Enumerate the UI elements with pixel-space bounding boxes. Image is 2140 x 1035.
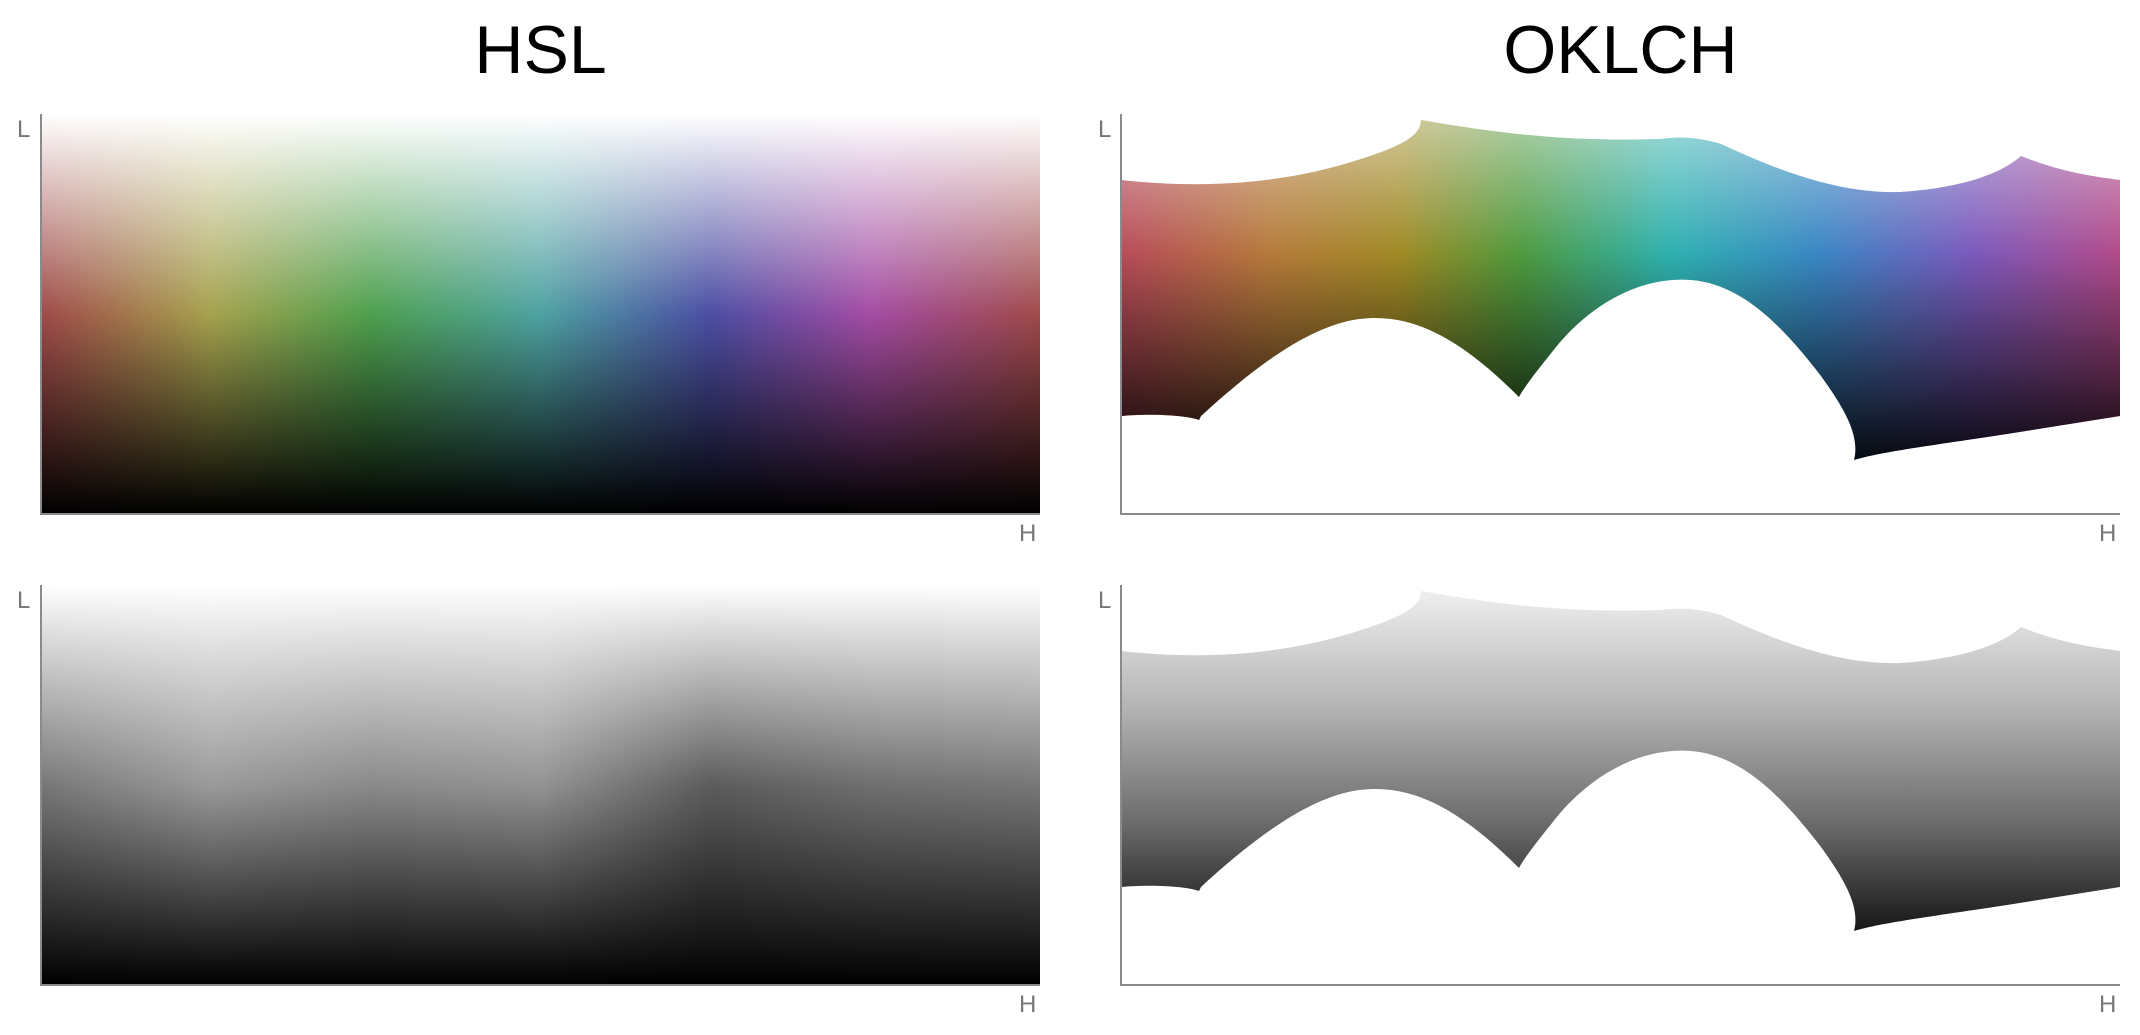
oklch-gray-h-label: H: [2099, 991, 2117, 1018]
hsl-color-gradient: [41, 114, 1040, 514]
hsl-color-l-label: L: [17, 116, 31, 143]
hsl-color-h-label: H: [1019, 520, 1037, 547]
oklch-gray-y-axis: [1120, 585, 1122, 986]
hsl-color-y-axis: [40, 114, 42, 515]
hsl-gray-h-label: H: [1019, 991, 1037, 1018]
hsl-gray-l-label: L: [17, 587, 31, 614]
oklch-color-gamut: [1121, 120, 2120, 460]
oklch-color-l-label: L: [1098, 116, 1112, 143]
oklch-color-y-axis: [1120, 114, 1122, 515]
hsl-color-x-axis: [40, 513, 1040, 515]
oklch-title: OKLCH: [1503, 12, 1738, 88]
hsl-gray-gradient: [41, 585, 1040, 985]
oklch-color-x-axis: [1120, 513, 2120, 515]
hsl-gray-x-axis: [40, 984, 1040, 986]
hsl-title: HSL: [474, 12, 607, 88]
oklch-gray-x-axis: [1120, 984, 2120, 986]
hsl-gray-y-axis: [40, 585, 42, 986]
oklch-color-h-label: H: [2099, 520, 2117, 547]
oklch-gray-l-label: L: [1098, 587, 1112, 614]
oklch-gray-gamut: [1121, 591, 2120, 931]
